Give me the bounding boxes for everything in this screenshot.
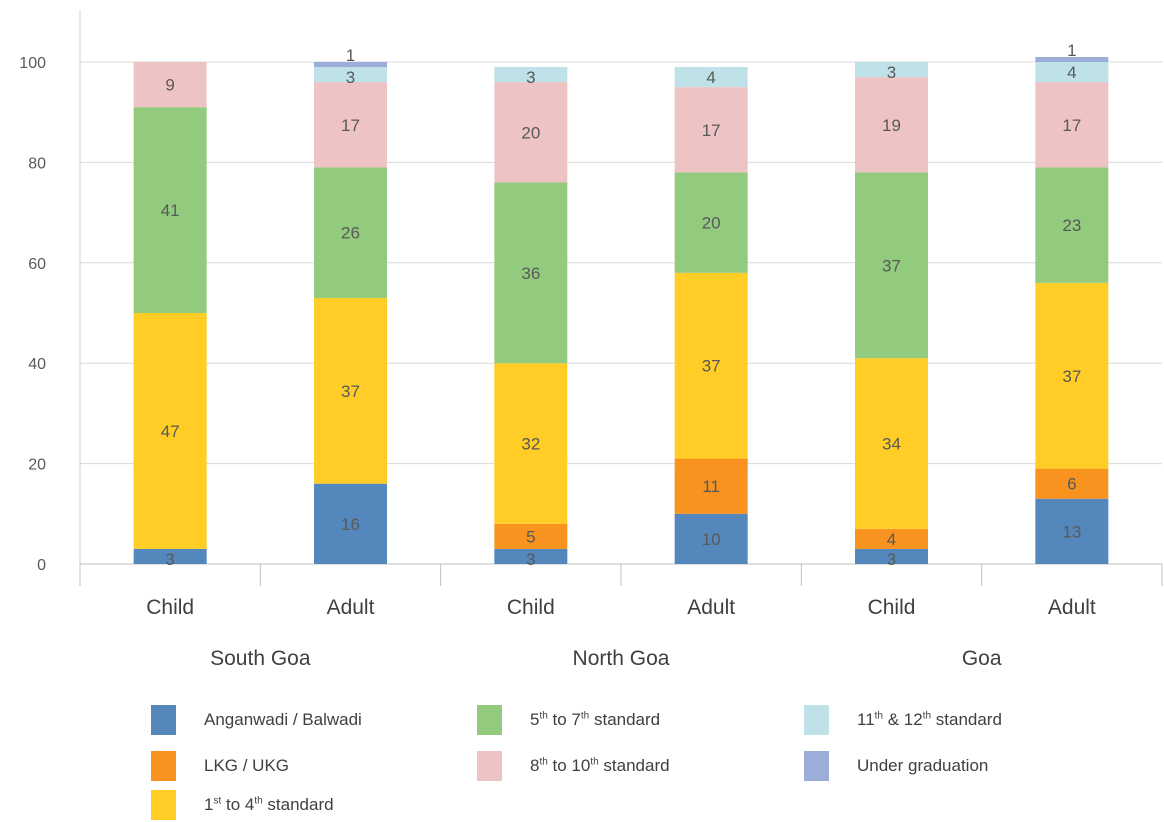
data-label: 26: [341, 224, 360, 243]
data-label: 3: [887, 63, 896, 82]
bar-segment: [494, 363, 568, 524]
bar-segment: [494, 67, 568, 83]
data-label: 37: [702, 357, 721, 376]
y-tick-label: 40: [28, 356, 46, 373]
y-tick-label: 60: [28, 256, 46, 273]
bar-segment: [674, 67, 748, 88]
bar-segment: [314, 483, 387, 564]
bar-segment: [1035, 282, 1109, 469]
data-label: 3: [526, 68, 535, 87]
data-label: 17: [702, 121, 721, 140]
bar-segment: [314, 67, 387, 83]
data-label: 23: [1062, 216, 1081, 235]
data-label: 47: [161, 422, 180, 441]
data-label: 37: [1062, 367, 1081, 386]
data-label: 16: [341, 515, 360, 534]
bar-segment: [855, 77, 928, 173]
bar-segment: [133, 548, 207, 564]
bar-segment: [133, 107, 207, 314]
bar-segment: [674, 458, 748, 514]
data-label: 3: [887, 550, 896, 569]
data-labels: 3474191637261731353236203101137201743434…: [161, 41, 1082, 569]
data-label: 6: [1067, 475, 1076, 494]
bar-segment: [494, 523, 568, 549]
bar-segment: [855, 62, 928, 78]
y-tick-label: 20: [28, 457, 46, 474]
data-label: 37: [882, 256, 901, 275]
data-label: 4: [1067, 63, 1076, 82]
bar-segment: [674, 87, 748, 173]
data-label: 3: [165, 550, 174, 569]
bar-segment: [674, 172, 748, 273]
x-group-label: North Goa: [573, 647, 670, 670]
bar-segment: [314, 297, 387, 484]
data-label: 37: [341, 382, 360, 401]
x-category-label: Child: [868, 596, 916, 619]
data-label: 17: [341, 116, 360, 135]
bar-segment: [1035, 498, 1109, 564]
bar-segment: [1035, 62, 1109, 83]
data-label: 13: [1062, 522, 1081, 541]
x-category-label: Adult: [327, 596, 375, 619]
data-label: 34: [882, 435, 901, 454]
data-label: 41: [161, 201, 180, 220]
data-label: 3: [526, 550, 535, 569]
bar-segment: [1035, 468, 1109, 499]
data-label: 9: [165, 76, 174, 95]
data-label: 17: [1062, 116, 1081, 135]
data-label: 19: [882, 116, 901, 135]
bar-segment: [494, 82, 568, 183]
x-category-label: Adult: [1048, 596, 1096, 619]
y-axis-ticks: 0 20 40 60 80 100: [19, 55, 46, 574]
data-label: 1: [1067, 41, 1076, 60]
bar-segment: [1035, 82, 1109, 168]
bar-segment: [314, 167, 387, 298]
bar-segment: [855, 528, 928, 549]
bar-segment: [1035, 56, 1109, 62]
data-label: 3: [346, 68, 355, 87]
data-label: 11: [702, 477, 720, 496]
x-category-label: Adult: [687, 596, 735, 619]
bar-segment: [674, 513, 748, 564]
bars: [133, 56, 1109, 564]
bar-segment: [855, 358, 928, 529]
data-label: 4: [887, 530, 896, 549]
bar-segment: [133, 313, 207, 549]
x-group-label: South Goa: [210, 647, 311, 670]
data-label: 4: [706, 68, 715, 87]
bar-segment: [855, 172, 928, 359]
bar-segment: [494, 182, 568, 364]
x-axis: Child Adult Child Adult Child Adult South Goa N…: [79, 564, 1163, 670]
x-category-label: Child: [146, 596, 194, 619]
data-label: 20: [702, 214, 721, 233]
x-category-label: Child: [507, 596, 555, 619]
bar-segment: [133, 62, 207, 108]
bar-segment: [494, 548, 568, 564]
data-label: 1: [346, 46, 355, 65]
gridlines: [79, 10, 1162, 565]
bar-segment: [1035, 167, 1109, 283]
bar-segment: [314, 62, 387, 68]
data-label: 5: [526, 527, 535, 546]
bar-segment: [314, 82, 387, 168]
y-tick-label: 80: [28, 155, 46, 172]
x-group-label: Goa: [962, 647, 1002, 670]
y-tick-label: 0: [37, 557, 46, 574]
y-tick-label: 100: [19, 55, 46, 72]
data-label: 20: [521, 123, 540, 142]
bar-segment: [855, 548, 928, 564]
data-label: 32: [521, 435, 540, 454]
data-label: 36: [521, 264, 540, 283]
bar-segment: [674, 272, 748, 459]
data-label: 10: [702, 530, 721, 549]
